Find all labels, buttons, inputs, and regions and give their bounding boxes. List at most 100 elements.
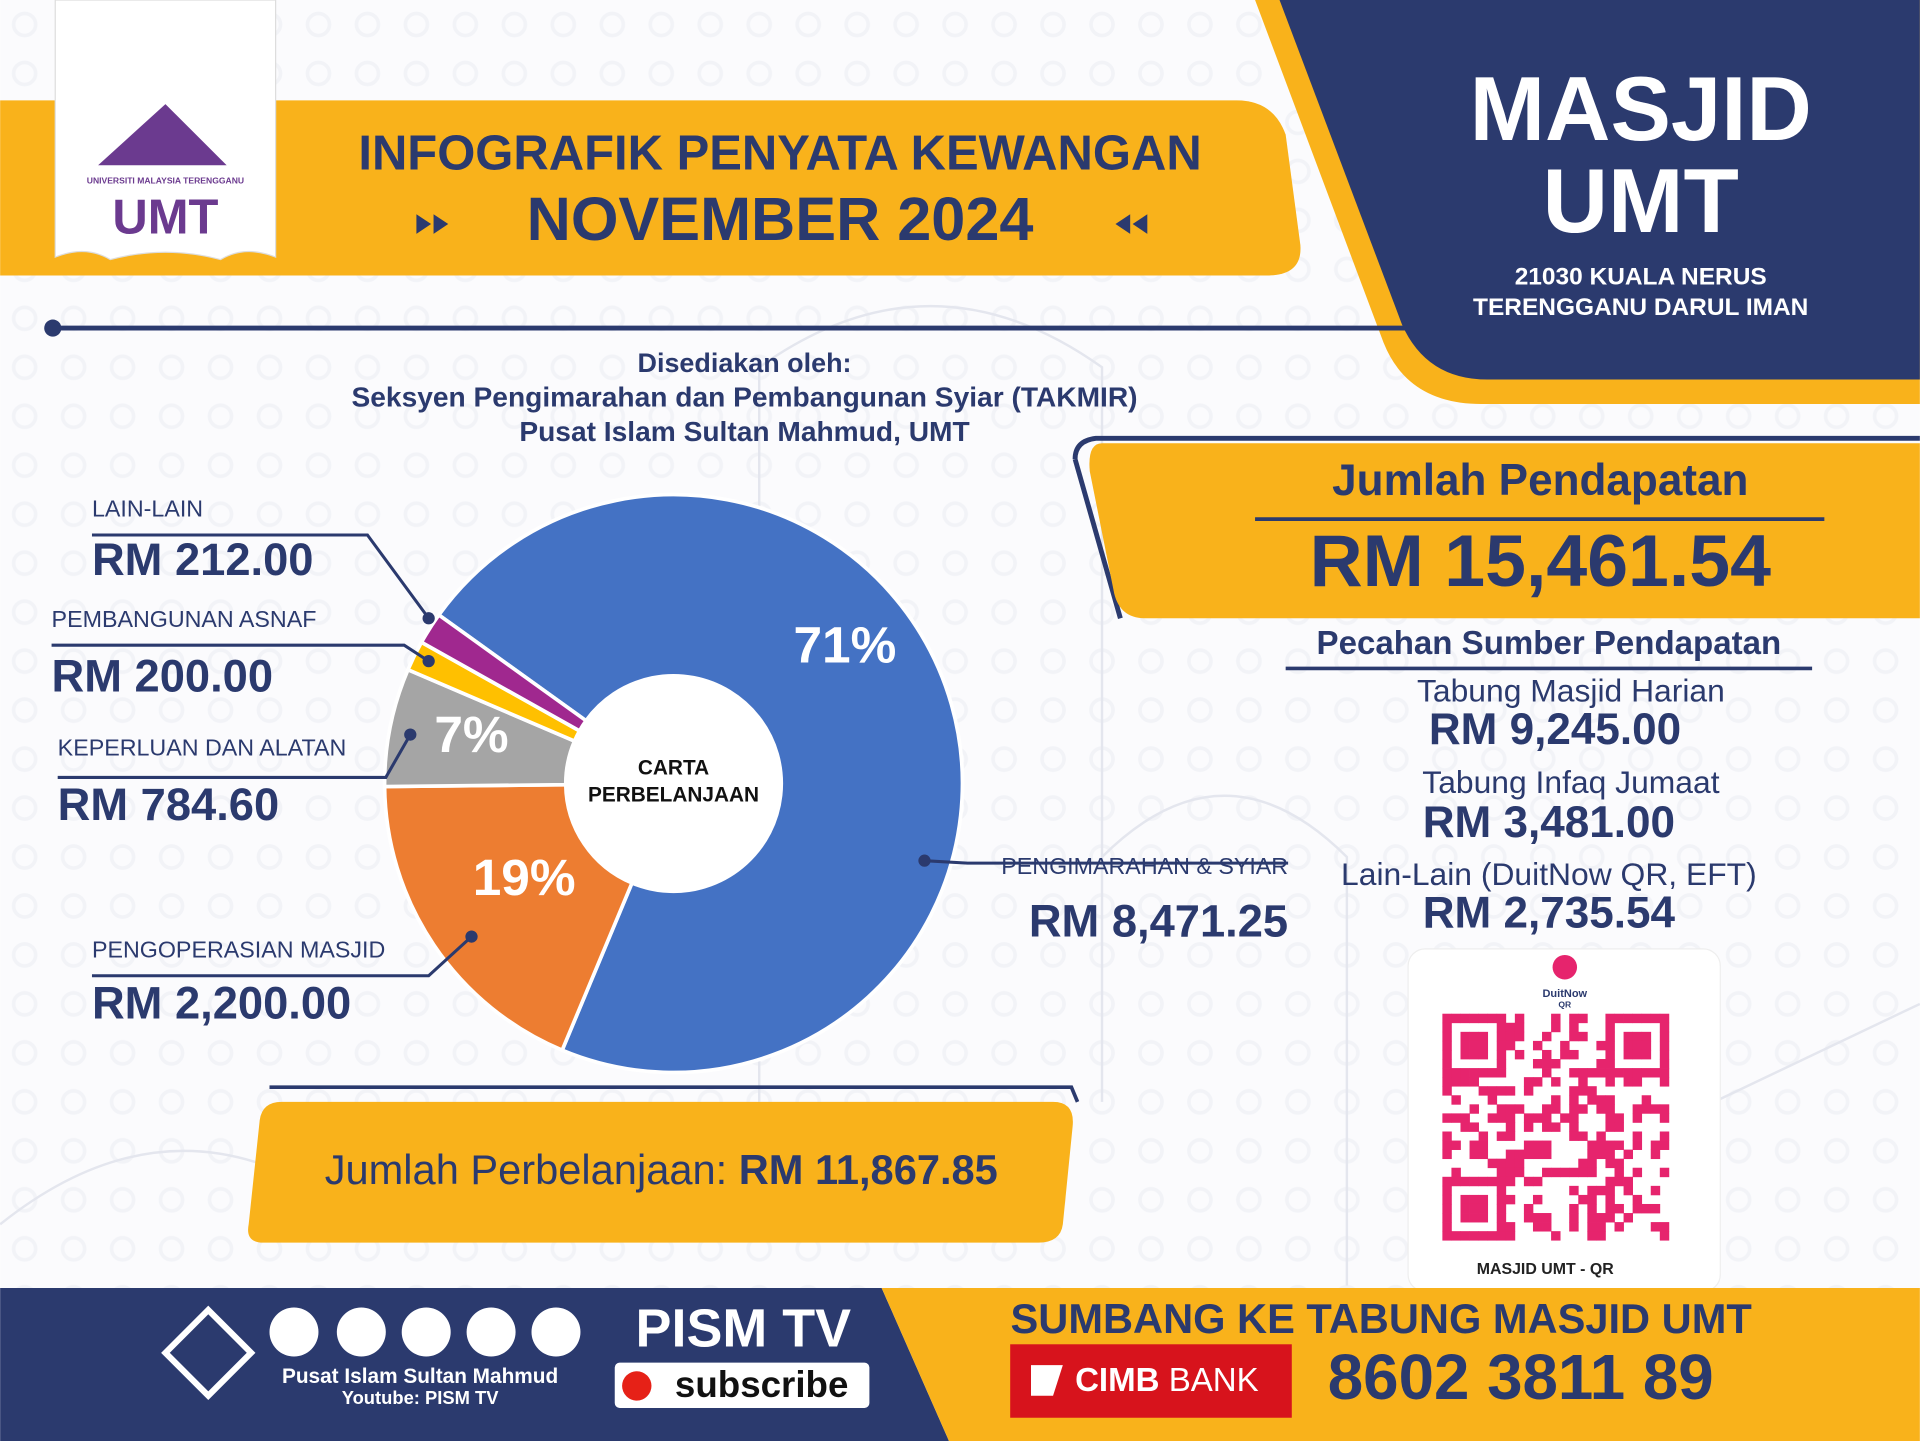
qr-cell xyxy=(1578,1167,1588,1178)
qr-cell xyxy=(1659,1167,1670,1178)
qr-cell xyxy=(1632,1104,1643,1114)
qr-cell xyxy=(1569,1113,1579,1123)
qr-cell xyxy=(1650,1149,1661,1160)
prepared-by: Disediakan oleh: xyxy=(638,348,852,378)
leader-line xyxy=(91,533,430,620)
qr-cell xyxy=(1469,1203,1479,1214)
qr-cell xyxy=(1496,1031,1507,1042)
qr-cell xyxy=(1596,1068,1606,1078)
masjid-name: MASJID xyxy=(1470,59,1812,160)
qr-cell xyxy=(1578,1077,1588,1087)
qr-cell xyxy=(1532,1213,1543,1223)
qr-cell xyxy=(1551,1104,1561,1114)
qr-cell xyxy=(1523,1213,1534,1223)
duitnow-icon xyxy=(1552,954,1578,980)
qr-cell xyxy=(1442,1077,1452,1087)
qr-cell xyxy=(1578,1104,1588,1114)
value-label: RM 8,471.25 xyxy=(1029,895,1288,946)
breakdown-title: Pecahan Sumber Pendapatan xyxy=(1317,625,1782,662)
qr-cell xyxy=(1614,1140,1624,1150)
qr-cell xyxy=(1650,1013,1661,1024)
qr-cell xyxy=(1632,1040,1643,1051)
qr-cell xyxy=(1514,1013,1525,1024)
qr-cell xyxy=(1632,1013,1643,1024)
masjid-address: 21030 KUALA NERUS xyxy=(1515,263,1767,290)
qr-cell xyxy=(1469,1149,1479,1160)
qr-cell xyxy=(1542,1059,1552,1069)
source-value: RM 3,481.00 xyxy=(1423,798,1675,847)
qr-cell xyxy=(1596,1104,1606,1114)
header-title: INFOGRAFIK PENYATA KEWANGAN xyxy=(358,127,1201,181)
qr-cell xyxy=(1514,1167,1525,1178)
qr-cell xyxy=(1478,1068,1489,1078)
income-title: Jumlah Pendapatan xyxy=(1332,456,1748,505)
qr-cell xyxy=(1650,1185,1661,1196)
qr-cell xyxy=(1487,1176,1498,1187)
leader-dot xyxy=(918,854,931,867)
qr-cell xyxy=(1587,1194,1597,1205)
income-frame xyxy=(1072,458,1123,619)
qr-cell xyxy=(1659,1040,1670,1051)
qr-cell xyxy=(1659,1140,1670,1150)
qr-cell xyxy=(1596,1059,1606,1069)
income-total: RM 15,461.54 xyxy=(1310,520,1771,602)
qr-cell xyxy=(1569,1131,1579,1141)
qr-cell xyxy=(1551,1077,1561,1087)
leader-line xyxy=(57,733,412,779)
qr-cell xyxy=(1650,1068,1661,1078)
qr-cell xyxy=(1523,1149,1534,1160)
percent-label: 19% xyxy=(473,848,576,906)
qr-cell xyxy=(1487,1231,1498,1241)
qr-cell xyxy=(1569,1022,1579,1033)
qr-cell xyxy=(1641,1031,1652,1042)
qr-cell xyxy=(1469,1068,1479,1078)
qr-cell xyxy=(1560,1167,1570,1178)
qr-cell xyxy=(1496,1104,1507,1114)
qr-cell xyxy=(1460,1194,1470,1205)
qr-cell xyxy=(1587,1086,1597,1096)
qr-cell xyxy=(1523,1113,1534,1123)
qr-cell xyxy=(1460,1040,1470,1051)
qr-cell xyxy=(1569,1185,1579,1196)
category-label: PENGIMARAHAN & SYIAR xyxy=(1001,853,1288,879)
qr-cell xyxy=(1451,1068,1461,1078)
value-label: RM 784.60 xyxy=(58,779,280,830)
donut-chart: CARTA PERBELANJAAN 71% 19% 7% PENGIMARAHAN & … xyxy=(51,492,1288,1075)
value-label: RM 212.00 xyxy=(92,534,314,585)
expense-value: RM 11,867.85 xyxy=(739,1146,998,1193)
qr-cell xyxy=(1569,1222,1579,1232)
qr-cell xyxy=(1569,1203,1579,1214)
qr-cell xyxy=(1496,1158,1507,1169)
qr-cell xyxy=(1614,1176,1624,1187)
qr-cell xyxy=(1641,1040,1652,1051)
qr-cell xyxy=(1587,1222,1597,1232)
qr-cell xyxy=(1551,1167,1561,1178)
qr-cell xyxy=(1569,1049,1579,1060)
qr-cell xyxy=(1523,1203,1534,1214)
qr-cell xyxy=(1505,1122,1516,1132)
qr-cell xyxy=(1578,1068,1588,1078)
qr-cell xyxy=(1442,1013,1452,1024)
qr-cell xyxy=(1587,1149,1597,1160)
qr-cell xyxy=(1532,1140,1543,1150)
qr-cell xyxy=(1460,1077,1470,1087)
qr-cell xyxy=(1605,1113,1615,1123)
bank-name-word: BANK xyxy=(1169,1362,1259,1399)
qr-cell xyxy=(1632,1194,1643,1205)
qr-cell xyxy=(1469,1176,1479,1187)
qr-cell xyxy=(1496,1185,1507,1196)
qr-cell xyxy=(1487,1068,1498,1078)
qr-brand-sub: QR xyxy=(1558,999,1572,1009)
qr-cell xyxy=(1442,1049,1452,1060)
qr-cell xyxy=(1605,1031,1615,1042)
qr-cell xyxy=(1587,1140,1597,1150)
qr-cell xyxy=(1542,1049,1552,1060)
qr-cell xyxy=(1478,1013,1489,1024)
qr-cell xyxy=(1469,1049,1479,1060)
qr-cell xyxy=(1442,1176,1452,1187)
qr-cell xyxy=(1623,1185,1633,1196)
qr-cell xyxy=(1569,1104,1579,1114)
bank-name-bold: CIMB xyxy=(1075,1362,1159,1399)
qr-cell xyxy=(1496,1086,1507,1096)
